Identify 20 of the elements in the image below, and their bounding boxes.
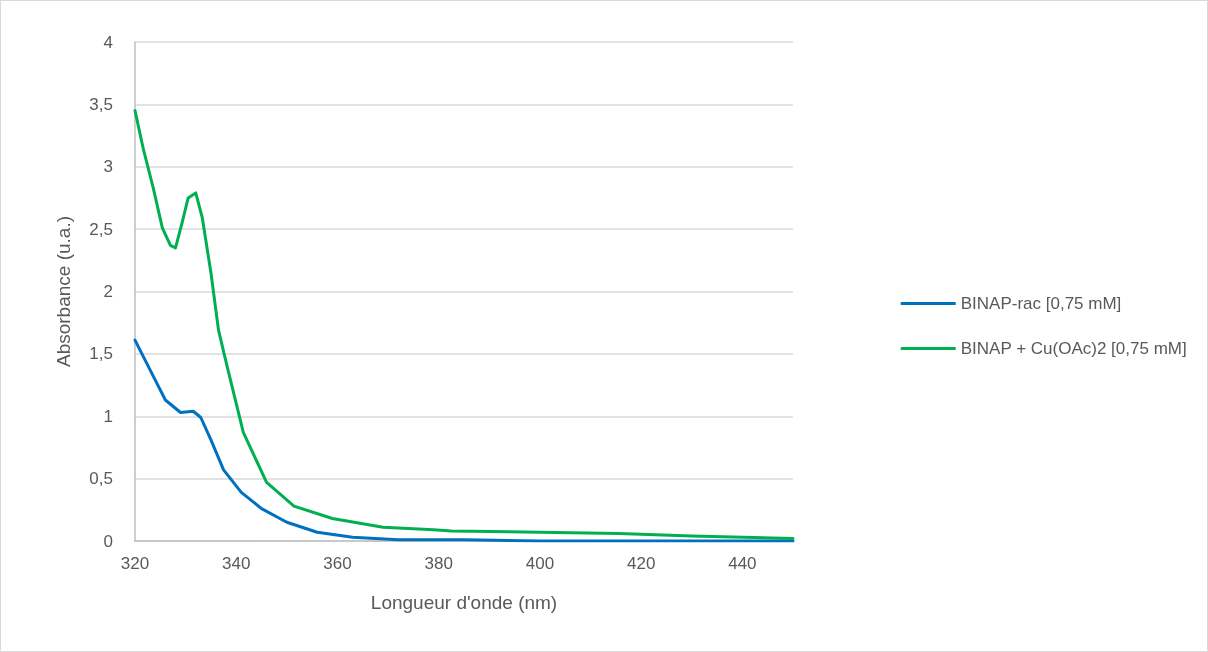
- y-tick-label: 0,5: [89, 469, 113, 489]
- x-tick-label: 360: [323, 554, 352, 573]
- x-tick-label: 380: [424, 554, 453, 573]
- legend-label: BINAP + Cu(OAc)2 [0,75 mM]: [960, 339, 1187, 358]
- y-tick-label: 4: [103, 32, 113, 52]
- x-tick-label: 340: [222, 554, 251, 573]
- y-tick-label: 3: [103, 157, 113, 177]
- legend-label: BINAP-rac [0,75 mM]: [960, 294, 1122, 313]
- x-tick-label: 440: [728, 554, 757, 573]
- x-tick-label: 400: [525, 554, 555, 573]
- x-tick-label: 320: [120, 554, 150, 573]
- x-axis-title: Longueur d'onde (nm): [370, 592, 558, 613]
- x-tick-label: 420: [626, 554, 656, 573]
- y-tick-label: 2,5: [89, 219, 113, 239]
- y-tick-label: 3,5: [89, 94, 113, 114]
- y-tick-label: 1,5: [89, 344, 113, 364]
- y-tick-label: 2: [103, 282, 113, 301]
- y-axis-title: Absorbance (u.a.): [53, 215, 74, 368]
- y-tick-label: 0: [103, 531, 113, 551]
- y-tick-label: 1: [103, 406, 113, 426]
